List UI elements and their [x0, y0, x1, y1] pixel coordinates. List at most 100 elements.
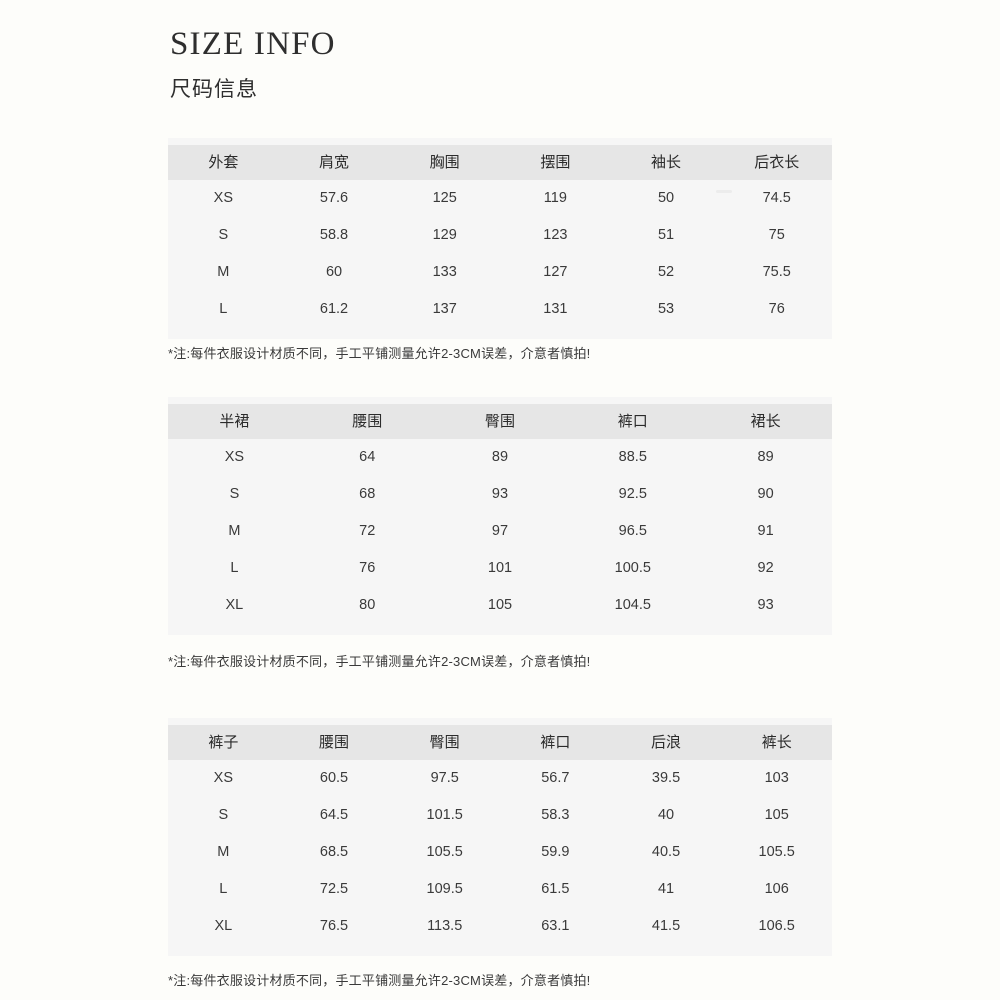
measurement-cell: 64 [359, 449, 376, 466]
column-header: 臀围 [429, 734, 460, 751]
measurement-cell: 105 [487, 597, 513, 614]
size-label-cell: XS [224, 449, 245, 466]
table-row: XS 57.6 125 119 50 74.5 [168, 180, 832, 217]
table-row: XL 76.5 113.5 63.1 41.5 106.5 [168, 908, 832, 945]
measurement-cell: 105 [764, 807, 789, 824]
measurement-cell: 51 [657, 227, 675, 244]
table-header-row: 外套 肩宽 胸围 摆围 袖长 后衣长 [168, 145, 832, 180]
measurement-cell: 92.5 [618, 486, 647, 503]
column-header: 腰围 [319, 734, 350, 751]
measurement-cell: 52 [657, 264, 675, 281]
column-header-category: 裤子 [208, 734, 239, 751]
measurement-cell: 76.5 [319, 918, 349, 935]
measurement-cell: 131 [543, 301, 568, 318]
measurement-cell: 76 [359, 560, 376, 577]
column-header: 裤长 [761, 734, 792, 751]
column-header: 裙长 [750, 413, 781, 430]
size-table-skirt: 半裙 腰围 臀围 裤口 裙长 XS 64 89 88.5 89 S 68 93 92.5 90 M 72 97 96… [168, 397, 832, 635]
column-header: 摆围 [540, 154, 571, 171]
size-label-cell: M [217, 844, 230, 861]
measurement-cell: 72 [359, 523, 376, 540]
column-header: 裤口 [540, 734, 571, 751]
measurement-cell: 97.5 [430, 770, 459, 787]
table-row: XS 60.5 97.5 56.7 39.5 103 [168, 760, 832, 797]
measurement-cell: 125 [432, 190, 457, 207]
measurement-cell: 50 [657, 190, 675, 207]
size-label-cell: L [230, 560, 239, 577]
page-title-english: SIZE INFO [170, 26, 336, 62]
measurement-cell: 57.6 [319, 190, 349, 207]
measurement-cell: 97 [491, 523, 509, 540]
measurement-cell: 105.5 [758, 844, 795, 861]
measurement-cell: 58.3 [541, 807, 570, 824]
measurement-cell: 93 [491, 486, 509, 503]
size-label-cell: S [229, 486, 240, 503]
measurement-cell: 39.5 [651, 770, 681, 787]
measurement-cell: 40.5 [651, 844, 681, 861]
measurement-cell: 68 [359, 486, 376, 503]
table-row: S 68 93 92.5 90 [168, 476, 832, 513]
table-row: L 76 101 100.5 92 [168, 550, 832, 587]
measurement-cell: 68.5 [319, 844, 349, 861]
table-top-spacer [168, 718, 832, 725]
size-label-cell: S [218, 227, 229, 244]
measurement-cell: 61.2 [319, 301, 349, 318]
page-header: SIZE INFO 尺码信息 [170, 26, 336, 103]
measurement-cell: 129 [432, 227, 457, 244]
measurement-note-pants: *注:每件衣服设计材质不同，手工平铺测量允许2-3CM误差，介意者慎拍! [168, 973, 591, 988]
measurement-cell: 100.5 [614, 560, 651, 577]
table-bottom-spacer [168, 624, 832, 635]
measurement-cell: 72.5 [319, 881, 349, 898]
measurement-cell: 96.5 [618, 523, 647, 540]
measurement-cell: 56.7 [541, 770, 570, 787]
measurement-cell: 75.5 [762, 264, 791, 281]
measurement-cell: 101 [487, 560, 513, 577]
table-row: S 64.5 101.5 58.3 40 105 [168, 797, 832, 834]
measurement-cell: 104.5 [614, 597, 651, 614]
table-top-spacer [168, 397, 832, 404]
measurement-cell: 93 [757, 597, 774, 614]
measurement-cell: 75 [768, 227, 785, 244]
table-row: M 60 133 127 52 75.5 [168, 254, 832, 291]
measurement-note-skirt: *注:每件衣服设计材质不同，手工平铺测量允许2-3CM误差，介意者慎拍! [168, 654, 591, 669]
measurement-cell: 64.5 [319, 807, 349, 824]
measurement-cell: 58.8 [319, 227, 349, 244]
column-header-category: 半裙 [219, 413, 250, 430]
table-bottom-spacer [168, 328, 832, 339]
measurement-cell: 88.5 [618, 449, 647, 466]
measurement-cell: 106 [764, 881, 789, 898]
table-top-spacer [168, 138, 832, 145]
measurement-cell: 127 [543, 264, 568, 281]
measurement-cell: 53 [657, 301, 675, 318]
size-label-cell: XL [214, 918, 233, 935]
table-row: S 58.8 129 123 51 75 [168, 217, 832, 254]
column-header: 肩宽 [319, 154, 350, 171]
size-table-jacket: 外套 肩宽 胸围 摆围 袖长 后衣长 XS 57.6 125 119 50 74.5 S 58.8 129 1… [168, 138, 832, 339]
table-row: L 61.2 137 131 53 76 [168, 291, 832, 328]
measurement-cell: 60 [325, 264, 343, 281]
column-header: 臀围 [484, 413, 515, 430]
measurement-cell: 59.9 [541, 844, 570, 861]
size-label-cell: M [228, 523, 241, 540]
measurement-cell: 103 [764, 770, 789, 787]
table-header-row: 裤子 腰围 臀围 裤口 后浪 裤长 [168, 725, 832, 760]
size-label-cell: L [219, 881, 228, 898]
column-header: 后衣长 [754, 154, 800, 171]
measurement-cell: 113.5 [427, 918, 463, 935]
measurement-note-jacket: *注:每件衣服设计材质不同，手工平铺测量允许2-3CM误差，介意者慎拍! [168, 346, 591, 361]
size-label-cell: XS [213, 770, 233, 787]
measurement-cell: 74.5 [762, 190, 791, 207]
measurement-cell: 105.5 [426, 844, 463, 861]
size-label-cell: XS [213, 190, 233, 207]
measurement-cell: 90 [757, 486, 774, 503]
measurement-cell: 109.5 [426, 881, 463, 898]
measurement-cell: 119 [543, 190, 567, 207]
measurement-cell: 41.5 [651, 918, 681, 935]
measurement-cell: 91 [757, 523, 774, 540]
column-header: 裤口 [617, 413, 648, 430]
table-header-row: 半裙 腰围 臀围 裤口 裙长 [168, 404, 832, 439]
measurement-cell: 80 [359, 597, 376, 614]
table-row: XS 64 89 88.5 89 [168, 439, 832, 476]
scan-artifact [716, 190, 732, 193]
